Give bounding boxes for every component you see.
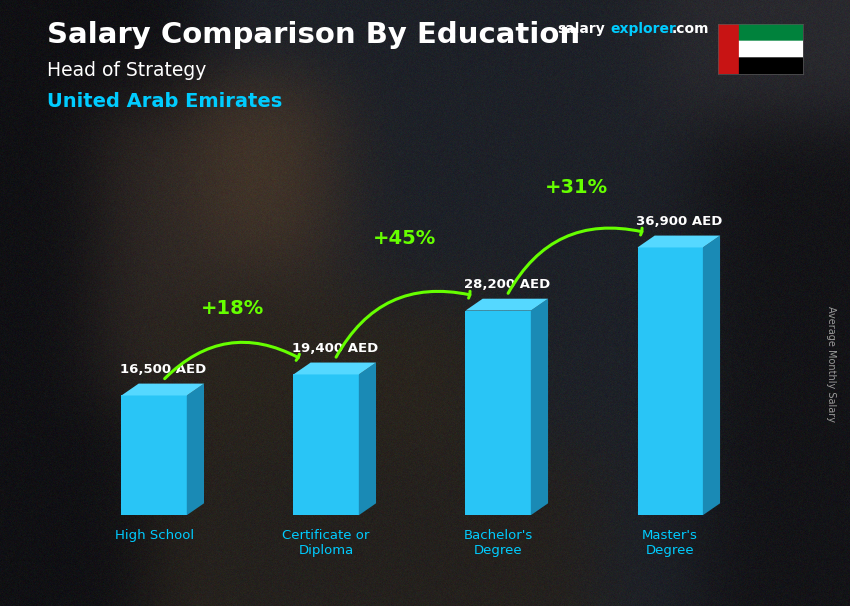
Polygon shape <box>703 236 720 515</box>
Polygon shape <box>531 299 548 515</box>
Polygon shape <box>466 299 548 311</box>
Text: +45%: +45% <box>373 229 436 248</box>
Text: +31%: +31% <box>545 178 608 197</box>
Polygon shape <box>638 236 720 247</box>
Polygon shape <box>293 375 359 515</box>
Polygon shape <box>466 311 531 515</box>
Text: 28,200 AED: 28,200 AED <box>463 278 550 291</box>
Text: 19,400 AED: 19,400 AED <box>292 342 378 355</box>
Polygon shape <box>359 362 376 515</box>
Polygon shape <box>122 396 187 515</box>
Text: Head of Strategy: Head of Strategy <box>47 61 206 79</box>
Text: salary: salary <box>557 22 604 36</box>
Text: United Arab Emirates: United Arab Emirates <box>47 92 282 111</box>
Text: +18%: +18% <box>201 299 264 318</box>
Text: Salary Comparison By Education: Salary Comparison By Education <box>47 21 580 49</box>
Polygon shape <box>293 362 376 375</box>
Text: 16,500 AED: 16,500 AED <box>120 363 206 376</box>
Polygon shape <box>638 247 703 515</box>
Text: Average Monthly Salary: Average Monthly Salary <box>826 305 836 422</box>
Polygon shape <box>187 384 204 515</box>
Polygon shape <box>122 384 204 396</box>
Text: explorer: explorer <box>610 22 676 36</box>
Text: .com: .com <box>672 22 709 36</box>
Text: 36,900 AED: 36,900 AED <box>636 215 722 228</box>
